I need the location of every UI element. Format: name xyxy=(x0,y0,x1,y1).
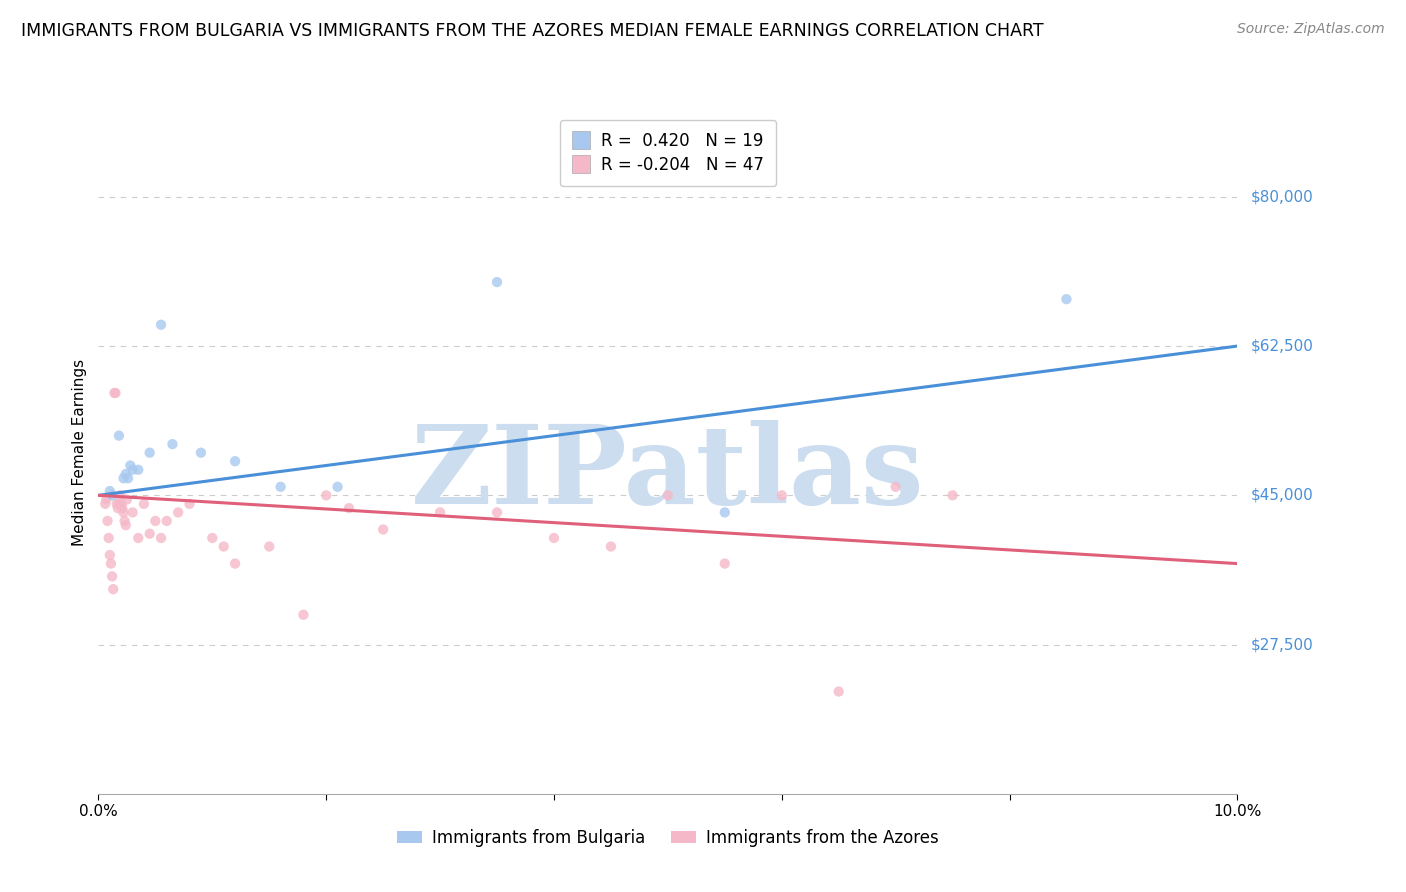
Point xyxy=(108,488,131,502)
Point xyxy=(884,480,907,494)
Point xyxy=(212,540,235,554)
Point xyxy=(145,514,167,528)
Point xyxy=(138,445,160,460)
Point xyxy=(486,275,509,289)
Point xyxy=(120,458,142,473)
Point xyxy=(150,318,173,332)
Text: IMMIGRANTS FROM BULGARIA VS IMMIGRANTS FROM THE AZORES MEDIAN FEMALE EARNINGS CO: IMMIGRANTS FROM BULGARIA VS IMMIGRANTS F… xyxy=(21,22,1043,40)
Point xyxy=(259,540,281,554)
Point xyxy=(132,497,155,511)
Point xyxy=(292,607,315,622)
Point xyxy=(429,505,451,519)
Point xyxy=(111,501,134,516)
Point xyxy=(714,505,737,519)
Text: $80,000: $80,000 xyxy=(1251,189,1315,204)
Text: Source: ZipAtlas.com: Source: ZipAtlas.com xyxy=(1237,22,1385,37)
Point xyxy=(121,463,143,477)
Point xyxy=(115,492,138,507)
Text: $62,500: $62,500 xyxy=(1251,339,1315,353)
Y-axis label: Median Female Earnings: Median Female Earnings xyxy=(72,359,87,546)
Point xyxy=(103,386,125,401)
Point xyxy=(114,514,136,528)
Point xyxy=(117,471,139,485)
Point xyxy=(770,488,793,502)
Point xyxy=(167,505,190,519)
Point xyxy=(337,501,360,516)
Point xyxy=(114,467,136,481)
Point xyxy=(190,445,212,460)
Point xyxy=(101,569,124,583)
Point xyxy=(201,531,224,545)
Point xyxy=(315,488,337,502)
Point xyxy=(108,428,131,442)
Point xyxy=(101,488,124,502)
Point xyxy=(326,480,349,494)
Point xyxy=(94,497,117,511)
Text: ZIPatlas: ZIPatlas xyxy=(411,419,925,526)
Text: $45,000: $45,000 xyxy=(1251,488,1315,503)
Point xyxy=(103,582,125,596)
Point xyxy=(1056,292,1078,306)
Point xyxy=(96,492,118,507)
Point xyxy=(98,484,121,499)
Point xyxy=(224,557,246,571)
Point xyxy=(105,497,128,511)
Point xyxy=(110,497,132,511)
Point xyxy=(112,505,135,519)
Point xyxy=(270,480,292,494)
Point xyxy=(104,386,127,401)
Point xyxy=(486,505,509,519)
Legend: Immigrants from Bulgaria, Immigrants from the Azores: Immigrants from Bulgaria, Immigrants fro… xyxy=(391,822,945,854)
Point xyxy=(714,557,737,571)
Point xyxy=(179,497,201,511)
Point xyxy=(107,501,129,516)
Point xyxy=(112,471,135,485)
Point xyxy=(657,488,679,502)
Point xyxy=(162,437,184,451)
Point xyxy=(100,557,122,571)
Point xyxy=(224,454,246,468)
Point xyxy=(114,518,136,533)
Point xyxy=(127,531,149,545)
Point xyxy=(98,548,121,562)
Point xyxy=(96,514,118,528)
Point xyxy=(828,684,851,698)
Point xyxy=(97,531,120,545)
Point xyxy=(600,540,623,554)
Point xyxy=(138,526,160,541)
Point xyxy=(150,531,173,545)
Point xyxy=(127,463,149,477)
Point xyxy=(121,505,143,519)
Point xyxy=(156,514,179,528)
Point xyxy=(942,488,965,502)
Point xyxy=(543,531,565,545)
Point xyxy=(371,523,394,537)
Text: $27,500: $27,500 xyxy=(1251,637,1315,652)
Point xyxy=(108,497,131,511)
